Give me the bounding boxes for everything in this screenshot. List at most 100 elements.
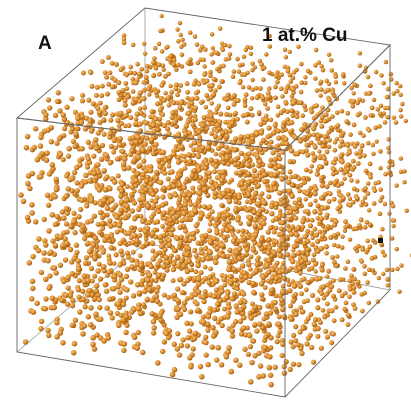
atom: [248, 315, 254, 321]
atom: [256, 177, 261, 182]
atom: [177, 197, 182, 202]
atom: [150, 298, 156, 304]
atom: [272, 250, 277, 255]
atom: [336, 244, 341, 249]
atom: [175, 93, 180, 98]
atom: [53, 243, 58, 248]
atom: [140, 218, 146, 224]
atom: [196, 240, 201, 245]
atom: [324, 244, 329, 249]
atom: [203, 105, 208, 110]
atom: [222, 235, 227, 240]
atom: [206, 145, 211, 150]
atom: [378, 187, 383, 192]
atom: [58, 152, 64, 158]
atom: [294, 232, 299, 237]
atom: [344, 119, 349, 124]
atom: [226, 162, 231, 167]
atom: [301, 149, 306, 154]
atom: [241, 315, 246, 320]
atom: [203, 289, 208, 294]
atom: [107, 131, 113, 137]
atom: [379, 104, 384, 109]
atom: [88, 322, 94, 328]
atom: [95, 162, 100, 167]
atom: [252, 322, 257, 327]
atom: [218, 135, 223, 140]
atom: [266, 250, 272, 256]
atom: [190, 96, 195, 101]
atom: [75, 126, 80, 131]
atom: [193, 34, 198, 39]
atom: [296, 362, 301, 367]
atom: [109, 198, 115, 204]
atom: [210, 32, 214, 36]
atom: [185, 269, 191, 275]
atom: [254, 86, 258, 90]
atom: [234, 304, 239, 309]
atom: [208, 240, 213, 245]
atom: [229, 226, 234, 231]
atom: [248, 344, 253, 349]
atom: [363, 195, 368, 200]
atom: [332, 161, 337, 166]
atom: [65, 186, 70, 191]
atom: [398, 93, 402, 97]
atom: [202, 187, 207, 192]
atom: [312, 154, 317, 159]
atom: [106, 269, 111, 274]
atom: [304, 143, 309, 148]
atom: [104, 305, 110, 311]
atom: [253, 191, 259, 197]
atom: [304, 287, 309, 292]
atom: [65, 302, 70, 307]
atom: [103, 111, 108, 116]
atom: [171, 267, 176, 272]
atom: [349, 178, 353, 182]
atom: [214, 230, 219, 235]
atom: [76, 266, 82, 272]
atom: [281, 213, 287, 219]
atom: [174, 144, 179, 149]
atom: [266, 258, 271, 263]
atom: [317, 140, 322, 145]
atom: [82, 236, 87, 241]
atom: [360, 259, 364, 263]
atom: [201, 294, 207, 300]
atom: [227, 123, 232, 128]
atom: [340, 109, 345, 114]
atom: [257, 242, 263, 248]
atom: [365, 239, 370, 244]
atom: [302, 104, 307, 109]
atom: [110, 112, 115, 117]
atom: [151, 151, 157, 157]
atom: [36, 236, 42, 242]
atom: [298, 284, 303, 289]
atom: [241, 325, 247, 331]
atom: [299, 90, 304, 95]
atom: [232, 93, 237, 98]
atom: [252, 217, 257, 222]
atom: [38, 326, 43, 331]
atom: [220, 243, 226, 249]
atom: [208, 266, 213, 271]
atom: [162, 293, 167, 298]
atom: [33, 126, 38, 131]
atom: [149, 311, 155, 317]
atom: [70, 298, 75, 303]
atom: [320, 183, 325, 188]
atom: [124, 287, 129, 292]
atom: [247, 151, 252, 156]
atom: [363, 225, 368, 230]
atom: [313, 199, 318, 204]
atom: [129, 264, 134, 269]
atom: [304, 167, 309, 172]
atom: [326, 269, 331, 274]
atom: [323, 205, 328, 210]
atom: [345, 223, 350, 228]
atom: [293, 338, 298, 343]
atom: [381, 272, 385, 276]
atom: [141, 158, 146, 163]
atom: [228, 280, 234, 286]
atom: [183, 159, 188, 164]
